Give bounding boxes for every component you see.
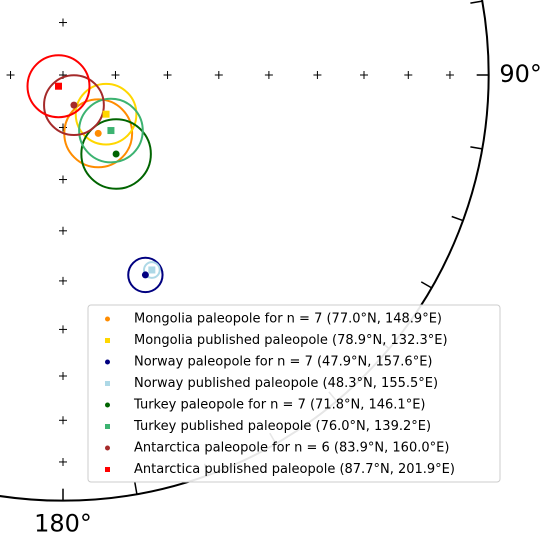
- legend-marker: [105, 316, 110, 322]
- legend-marker: [105, 467, 110, 472]
- legend: Mongolia paleopole for n = 7 (77.0°N, 14…: [87, 304, 501, 483]
- confidence-circle: [43, 74, 105, 137]
- confidence-circle: [78, 97, 144, 164]
- marker: [148, 266, 156, 274]
- boundary-tick: [451, 215, 464, 222]
- marker: [112, 150, 120, 158]
- confidence-circle: [142, 261, 161, 279]
- lon-label: 180°: [34, 510, 92, 537]
- marker: [70, 101, 78, 109]
- legend-label: Antarctica published paleopole (87.7°N, …: [134, 462, 455, 477]
- legend-label: Norway published paleopole (48.3°N, 155.…: [134, 376, 438, 391]
- legend-label: Norway paleopole for n = 7 (47.9°N, 157.…: [134, 355, 433, 370]
- marker: [107, 127, 115, 135]
- confidence-circle: [26, 54, 91, 119]
- marker: [102, 110, 110, 118]
- boundary-tick: [470, 0, 483, 4]
- marker: [54, 82, 62, 90]
- legend-marker: [105, 338, 110, 343]
- legend-marker: [105, 445, 110, 451]
- marker: [94, 129, 102, 137]
- legend-label: Turkey paleopole for n = 7 (71.8°N, 146.…: [133, 398, 425, 413]
- boundary-tick: [420, 281, 433, 289]
- confidence-circle: [127, 256, 164, 294]
- confidence-circle: [74, 82, 138, 146]
- lon-label: 90°: [499, 60, 541, 88]
- legend-label: Turkey published paleopole (76.0°N, 139.…: [133, 419, 431, 434]
- boundary-tick: [470, 146, 483, 150]
- legend-marker: [105, 402, 110, 408]
- marker: [141, 271, 149, 279]
- legend-marker: [105, 424, 110, 429]
- legend-label: Antarctica paleopole for n = 6 (83.9°N, …: [134, 441, 449, 456]
- legend-label: Mongolia published paleopole (78.9°N, 13…: [134, 333, 448, 348]
- legend-label: Mongolia paleopole for n = 7 (77.0°N, 14…: [134, 312, 442, 327]
- confidence-circle: [80, 118, 152, 190]
- legend-box: [87, 304, 501, 483]
- legend-marker: [105, 381, 110, 386]
- boundary-tick: [134, 482, 138, 495]
- legend-marker: [105, 359, 110, 365]
